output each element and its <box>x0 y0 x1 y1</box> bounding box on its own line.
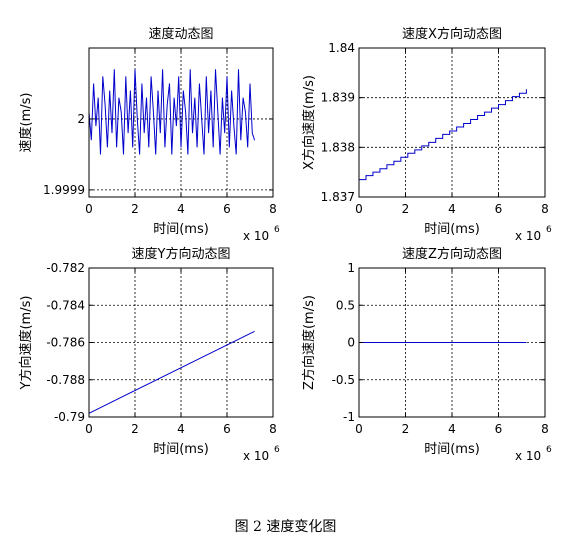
x-axis-exponent: 6 <box>546 225 552 235</box>
x-tick-label: 2 <box>402 202 410 216</box>
y-axis-label: 速度(m/s) <box>18 93 34 153</box>
x-axis-multiplier: x 10 <box>515 229 541 243</box>
x-tick-label: 0 <box>355 422 363 436</box>
x-axis-label: 时间(ms) <box>424 222 480 237</box>
y-tick-label: -0.79 <box>54 410 85 424</box>
x-axis-multiplier: x 10 <box>243 449 269 463</box>
y-tick-label: -0.782 <box>46 261 85 275</box>
series-line-1 <box>88 330 255 414</box>
y-tick-label: -0.784 <box>46 298 85 312</box>
x-tick-label: 2 <box>131 422 139 436</box>
y-tick-label: -0.786 <box>46 336 85 350</box>
x-tick-label: 0 <box>85 422 93 436</box>
x-axis-label: 时间(ms) <box>153 222 209 237</box>
x-tick-label: 6 <box>495 422 503 436</box>
x-tick-label: 0 <box>355 202 363 216</box>
x-tick-label: 8 <box>269 422 277 436</box>
x-tick-label: 6 <box>223 202 231 216</box>
y-tick-label: 1.838 <box>321 140 355 154</box>
y-axis-label: Z方向速度(m/s) <box>301 295 317 390</box>
x-axis-exponent: 6 <box>274 225 280 235</box>
x-tick-label: 4 <box>448 422 456 436</box>
x-tick-label: 4 <box>177 422 185 436</box>
y-tick-label: 1.9999 <box>43 183 85 197</box>
y-tick-label: 0 <box>347 336 355 350</box>
x-axis-label: 时间(ms) <box>424 442 480 457</box>
y-tick-label: -0.5 <box>332 373 355 387</box>
x-tick-label: 8 <box>541 202 549 216</box>
x-tick-label: 4 <box>177 202 185 216</box>
chart-title: 速度Y方向动态图 <box>132 246 231 262</box>
x-tick-label: 6 <box>223 422 231 436</box>
plot-background <box>89 48 273 197</box>
x-tick-label: 8 <box>269 202 277 216</box>
x-axis-exponent: 6 <box>274 445 280 455</box>
x-tick-label: 2 <box>402 422 410 436</box>
x-tick-label: 6 <box>495 202 503 216</box>
y-axis-label: X方向速度(m/s) <box>301 75 317 170</box>
chart-title: 速度Z方向动态图 <box>402 246 502 262</box>
x-axis-label: 时间(ms) <box>153 442 209 457</box>
series-line-1 <box>359 89 527 181</box>
x-axis-exponent: 6 <box>546 445 552 455</box>
y-tick-label: 1.837 <box>321 190 355 204</box>
series-line-1 <box>88 69 256 155</box>
x-axis-multiplier: x 10 <box>515 449 541 463</box>
y-tick-label: 2 <box>77 112 85 126</box>
figure-caption: 图 2 速度变化图 <box>234 519 337 535</box>
chart-title: 速度动态图 <box>148 26 213 42</box>
y-tick-label: 0.5 <box>336 298 355 312</box>
plot-background <box>359 48 545 197</box>
x-tick-label: 2 <box>131 202 139 216</box>
y-tick-label: 1.84 <box>328 41 355 55</box>
y-tick-label: 1.839 <box>321 91 355 105</box>
x-tick-label: 8 <box>541 422 549 436</box>
chart-title: 速度X方向动态图 <box>402 26 502 42</box>
y-axis-label: Y方向速度(m/s) <box>18 296 34 391</box>
y-tick-label: 1 <box>347 261 355 275</box>
chart-panel-3: 0 2 4 6 8 -0.79 -0.788 -0.786 -0.784 -0.782 速度Y方向动… <box>18 246 280 463</box>
y-tick-label: -0.788 <box>46 373 85 387</box>
y-tick-label: -1 <box>343 410 355 424</box>
x-axis-multiplier: x 10 <box>243 229 269 243</box>
x-tick-label: 4 <box>448 202 456 216</box>
x-tick-label: 0 <box>85 202 93 216</box>
